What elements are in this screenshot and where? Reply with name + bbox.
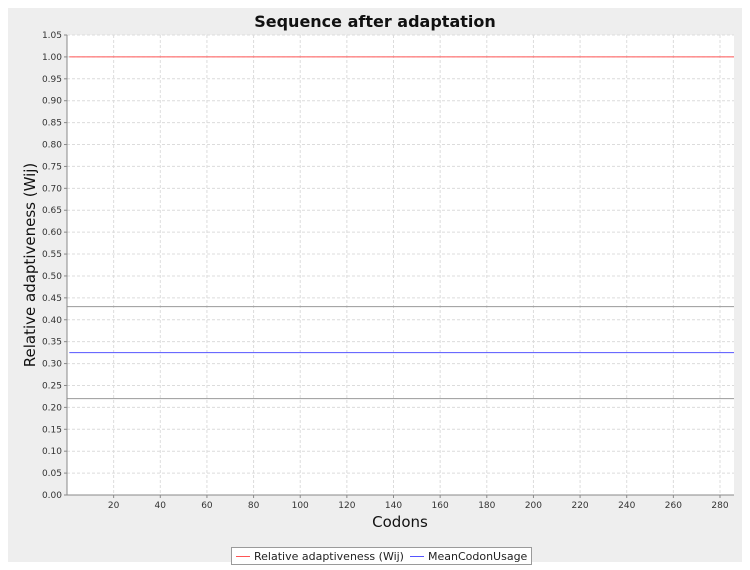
y-tick-label: 0.50 <box>42 272 62 282</box>
x-tick-label: 240 <box>618 501 635 511</box>
y-tick-label: 0.45 <box>42 294 62 304</box>
x-tick-label: 200 <box>525 501 542 511</box>
x-tick-label: 280 <box>711 501 728 511</box>
y-tick-label: 0.95 <box>42 75 62 85</box>
y-tick-label: 0.15 <box>42 425 62 435</box>
legend-label-mean-codon-usage: MeanCodonUsage <box>427 549 528 563</box>
axis-layer <box>66 35 734 496</box>
legend-swatch-relative-adaptiveness <box>236 555 250 557</box>
y-tick-label: 0.90 <box>42 97 62 107</box>
y-tick-label: 0.60 <box>42 228 62 238</box>
y-tick-label: 0.05 <box>42 469 62 479</box>
y-axis-label: Relative adaptiveness (Wij) <box>21 163 39 368</box>
series-layer <box>69 56 734 354</box>
x-tick-label: 260 <box>665 501 682 511</box>
x-tick-label: 20 <box>108 501 120 511</box>
x-tick-label: 160 <box>432 501 449 511</box>
x-tick-label: 80 <box>248 501 260 511</box>
y-tick-label: 0.30 <box>42 360 62 370</box>
y-tick-label: 0.80 <box>42 141 62 151</box>
x-tick-label: 220 <box>571 501 588 511</box>
y-tick-label: 1.00 <box>42 53 62 63</box>
chart-panel: Sequence after adaptation 0.00 0.05 0.10 0.… <box>8 8 742 565</box>
x-tick-label: 40 <box>155 501 167 511</box>
legend-item-mean-codon-usage: MeanCodonUsage <box>409 549 528 563</box>
y-tick-label: 0.75 <box>42 162 62 172</box>
tick-layer: 0.00 0.05 0.10 0.15 0.20 0.25 0.30 0.35 0.40 0.45… <box>42 31 729 511</box>
y-tick-label: 0.00 <box>42 491 62 501</box>
legend: Relative adaptiveness (Wij) MeanCodonUsa… <box>231 547 533 565</box>
plot-area <box>67 35 734 495</box>
y-tick-label: 0.35 <box>42 338 62 348</box>
legend-label-relative-adaptiveness: Relative adaptiveness (Wij) <box>254 549 404 563</box>
y-tick-label: 0.20 <box>42 403 62 413</box>
y-tick-label: 0.70 <box>42 184 62 194</box>
legend-item-relative-adaptiveness: Relative adaptiveness (Wij) <box>236 550 404 563</box>
x-tick-label: 60 <box>201 501 213 511</box>
y-tick-label: 0.25 <box>42 381 62 391</box>
x-axis-label: Codons <box>372 513 428 531</box>
x-tick-label: 100 <box>292 501 309 511</box>
chart-title: Sequence after adaptation <box>254 12 496 31</box>
y-tick-label: 0.40 <box>42 316 62 326</box>
y-tick-label: 0.85 <box>42 119 62 129</box>
x-tick-label: 120 <box>338 501 355 511</box>
chart-svg: Sequence after adaptation 0.000.050.100.… <box>21 12 734 531</box>
reference-lines <box>67 306 734 400</box>
x-tick-label: 180 <box>478 501 495 511</box>
y-tick-label: 0.65 <box>42 206 62 216</box>
y-tick-label: 0.55 <box>42 250 62 260</box>
x-tick-label: 140 <box>385 501 402 511</box>
y-tick-label: 0.10 <box>42 447 62 457</box>
legend-swatch-mean-codon-usage <box>409 555 424 557</box>
y-tick-label: 1.05 <box>42 31 62 41</box>
